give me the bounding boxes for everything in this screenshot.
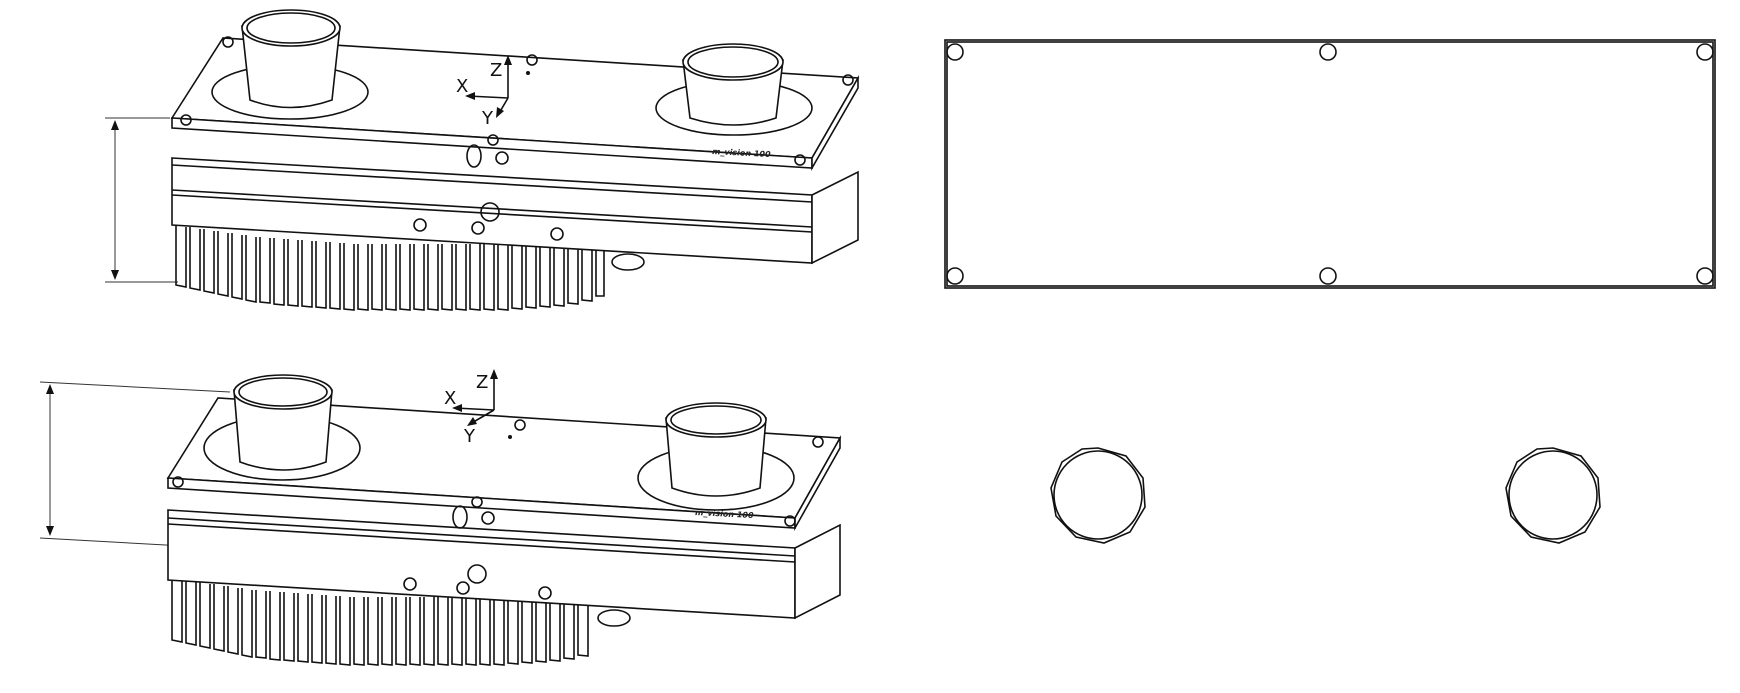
front-plate-view (944, 39, 1716, 289)
axis-triad-bottom: Z X Y (444, 369, 498, 447)
screws-bottom (172, 419, 824, 527)
housing-lower-top (171, 157, 859, 265)
axis-triad-top: Z X Y (456, 55, 512, 129)
lens-outline-right (1505, 447, 1601, 544)
mount-hole (946, 267, 964, 285)
axis-z-label: Z (476, 372, 488, 393)
mount-hole (946, 43, 964, 61)
lens-outline-left (1050, 447, 1146, 544)
mount-hole (1696, 43, 1714, 61)
lens-left-bottom (203, 374, 361, 481)
screws-top (180, 36, 854, 166)
lens-right-bottom (637, 402, 795, 511)
height-dimension-top (105, 117, 178, 283)
brand-label-bottom: m_vision 100 (695, 508, 754, 520)
brand-label-top: m_vision 100 (712, 147, 771, 159)
heatsink-fins-top (175, 225, 605, 311)
lens-left-top (211, 9, 369, 120)
axis-y-label: Y (463, 426, 476, 447)
axis-x-label: X (456, 76, 468, 97)
iso-view-bottom: Z X Y m_vision 100 (39, 369, 842, 666)
mount-hole (1319, 43, 1337, 61)
front-holes-top (413, 144, 645, 271)
mount-hole (1319, 267, 1337, 285)
mount-hole (1696, 267, 1714, 285)
housing-lower-bottom (167, 509, 841, 620)
lens-right-top (655, 43, 813, 136)
axis-y-label: Y (481, 108, 494, 129)
iso-view-top: Z X Y m_vision 100 (105, 9, 860, 311)
heatsink-fins-bottom (171, 578, 589, 666)
axis-z-label: Z (490, 60, 502, 81)
front-holes-bottom (403, 505, 631, 627)
axis-x-label: X (444, 388, 456, 409)
